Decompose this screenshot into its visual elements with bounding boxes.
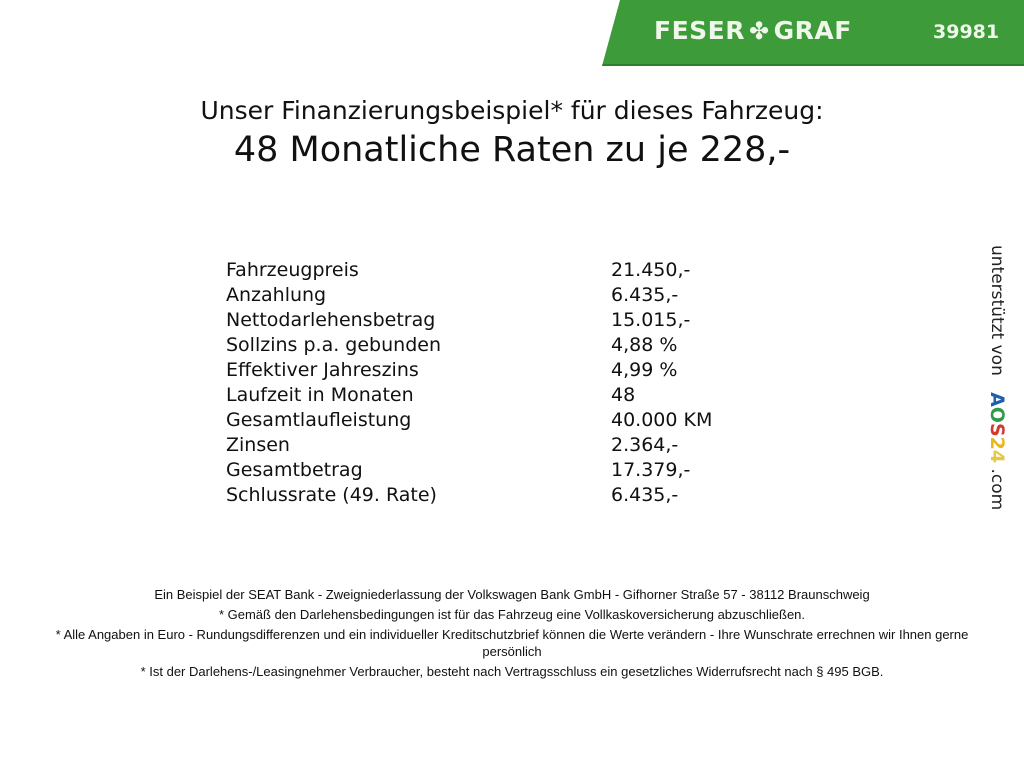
detail-row: Fahrzeugpreis 21.450,- bbox=[226, 258, 746, 283]
detail-value: 15.015,- bbox=[611, 309, 691, 331]
brand-logo: FESER ✤ GRAF bbox=[654, 16, 852, 45]
sponsor-domain: .com bbox=[987, 468, 1007, 511]
detail-row: Sollzins p.a. gebunden 4,88 % bbox=[226, 333, 746, 358]
detail-row: Zinsen 2.364,- bbox=[226, 433, 746, 458]
finance-details: Fahrzeugpreis 21.450,- Anzahlung 6.435,- Net… bbox=[226, 258, 746, 508]
detail-row: Anzahlung 6.435,- bbox=[226, 283, 746, 308]
aos24-logo: AOS24 bbox=[986, 392, 1008, 464]
detail-value: 17.379,- bbox=[611, 459, 691, 481]
brand-name: FESER bbox=[654, 16, 745, 45]
detail-label: Anzahlung bbox=[226, 284, 327, 306]
footer-line: * Gemäß den Darlehensbedingungen ist für… bbox=[218, 607, 806, 622]
detail-value: 21.450,- bbox=[611, 259, 691, 281]
brand-name-2: GRAF bbox=[773, 16, 852, 45]
detail-value: 6.435,- bbox=[611, 484, 679, 506]
detail-row: Gesamtlaufleistung 40.000 KM bbox=[226, 408, 746, 433]
detail-label: Laufzeit in Monaten bbox=[226, 384, 414, 406]
header-banner bbox=[602, 0, 1024, 66]
detail-label: Zinsen bbox=[226, 434, 290, 456]
vehicle-code: 39981 bbox=[933, 21, 1000, 43]
clover-icon: ✤ bbox=[749, 16, 770, 45]
detail-row: Laufzeit in Monaten 48 bbox=[226, 383, 746, 408]
detail-label: Gesamtlaufleistung bbox=[226, 409, 412, 431]
sponsor-text: unterstützt von AOS24 .com bbox=[986, 245, 1008, 510]
detail-row: Schlussrate (49. Rate) 6.435,- bbox=[226, 483, 746, 508]
detail-value: 40.000 KM bbox=[611, 409, 713, 431]
page-title: 48 Monatliche Raten zu je 228,- bbox=[233, 130, 791, 170]
footer-line: * Alle Angaben in Euro - Rundungsdiffere… bbox=[55, 627, 969, 659]
detail-label: Gesamtbetrag bbox=[226, 459, 363, 481]
page-subtitle: Unser Finanzierungsbeispiel* für dieses … bbox=[200, 96, 824, 125]
footer-line: Ein Beispiel der SEAT Bank - Zweignieder… bbox=[154, 587, 870, 602]
detail-row: Nettodarlehensbetrag 15.015,- bbox=[226, 308, 746, 333]
sponsor-label: unterstützt von bbox=[987, 245, 1007, 376]
detail-value: 4,99 % bbox=[611, 359, 678, 381]
legal-footer: Ein Beispiel der SEAT Bank - Zweignieder… bbox=[40, 586, 984, 683]
detail-row: Effektiver Jahreszins 4,99 % bbox=[226, 358, 746, 383]
detail-value: 6.435,- bbox=[611, 284, 679, 306]
detail-label: Sollzins p.a. gebunden bbox=[226, 334, 441, 356]
detail-label: Schlussrate (49. Rate) bbox=[226, 484, 437, 506]
footer-line: * Ist der Darlehens-/Leasingnehmer Verbr… bbox=[140, 664, 884, 679]
detail-label: Nettodarlehensbetrag bbox=[226, 309, 436, 331]
detail-value: 2.364,- bbox=[611, 434, 679, 456]
detail-value: 48 bbox=[611, 384, 636, 406]
detail-row: Gesamtbetrag 17.379,- bbox=[226, 458, 746, 483]
detail-label: Effektiver Jahreszins bbox=[226, 359, 419, 381]
detail-value: 4,88 % bbox=[611, 334, 678, 356]
detail-label: Fahrzeugpreis bbox=[226, 259, 359, 281]
